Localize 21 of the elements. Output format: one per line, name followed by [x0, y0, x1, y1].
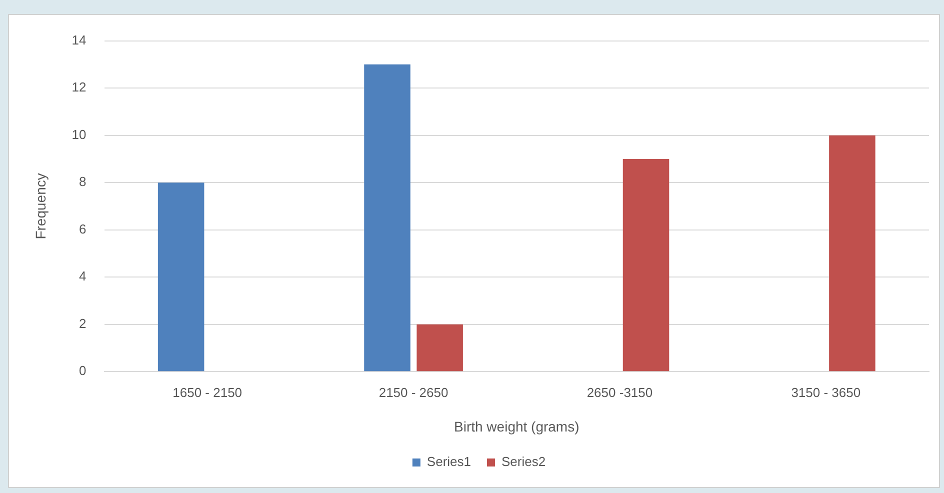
x-tick-label: 3150 - 3650	[791, 384, 861, 400]
bar	[829, 135, 876, 372]
y-tick-label: 0	[79, 363, 86, 378]
legend-label: Series1	[426, 454, 471, 470]
x-axis-title: Birth weight (grams)	[454, 418, 580, 434]
x-tick-label: 2150 - 2650	[378, 384, 448, 400]
y-tick-label: 8	[79, 174, 86, 190]
y-tick-label: 12	[72, 80, 86, 95]
x-tick-label: 1650 - 2150	[172, 384, 242, 400]
bar	[622, 158, 670, 372]
bar	[364, 64, 410, 372]
y-tick-label: 2	[79, 316, 86, 331]
y-tick-label: 6	[79, 221, 86, 236]
y-tick-label: 4	[79, 268, 86, 284]
x-tick-label: 2650 -3150	[586, 384, 653, 400]
bar	[158, 182, 204, 372]
legend-label: Series2	[502, 454, 546, 470]
y-tick-label: 14	[72, 32, 86, 48]
y-axis-title: Frequency	[32, 173, 48, 240]
y-tick-label: 10	[72, 126, 86, 142]
bar	[416, 324, 463, 372]
